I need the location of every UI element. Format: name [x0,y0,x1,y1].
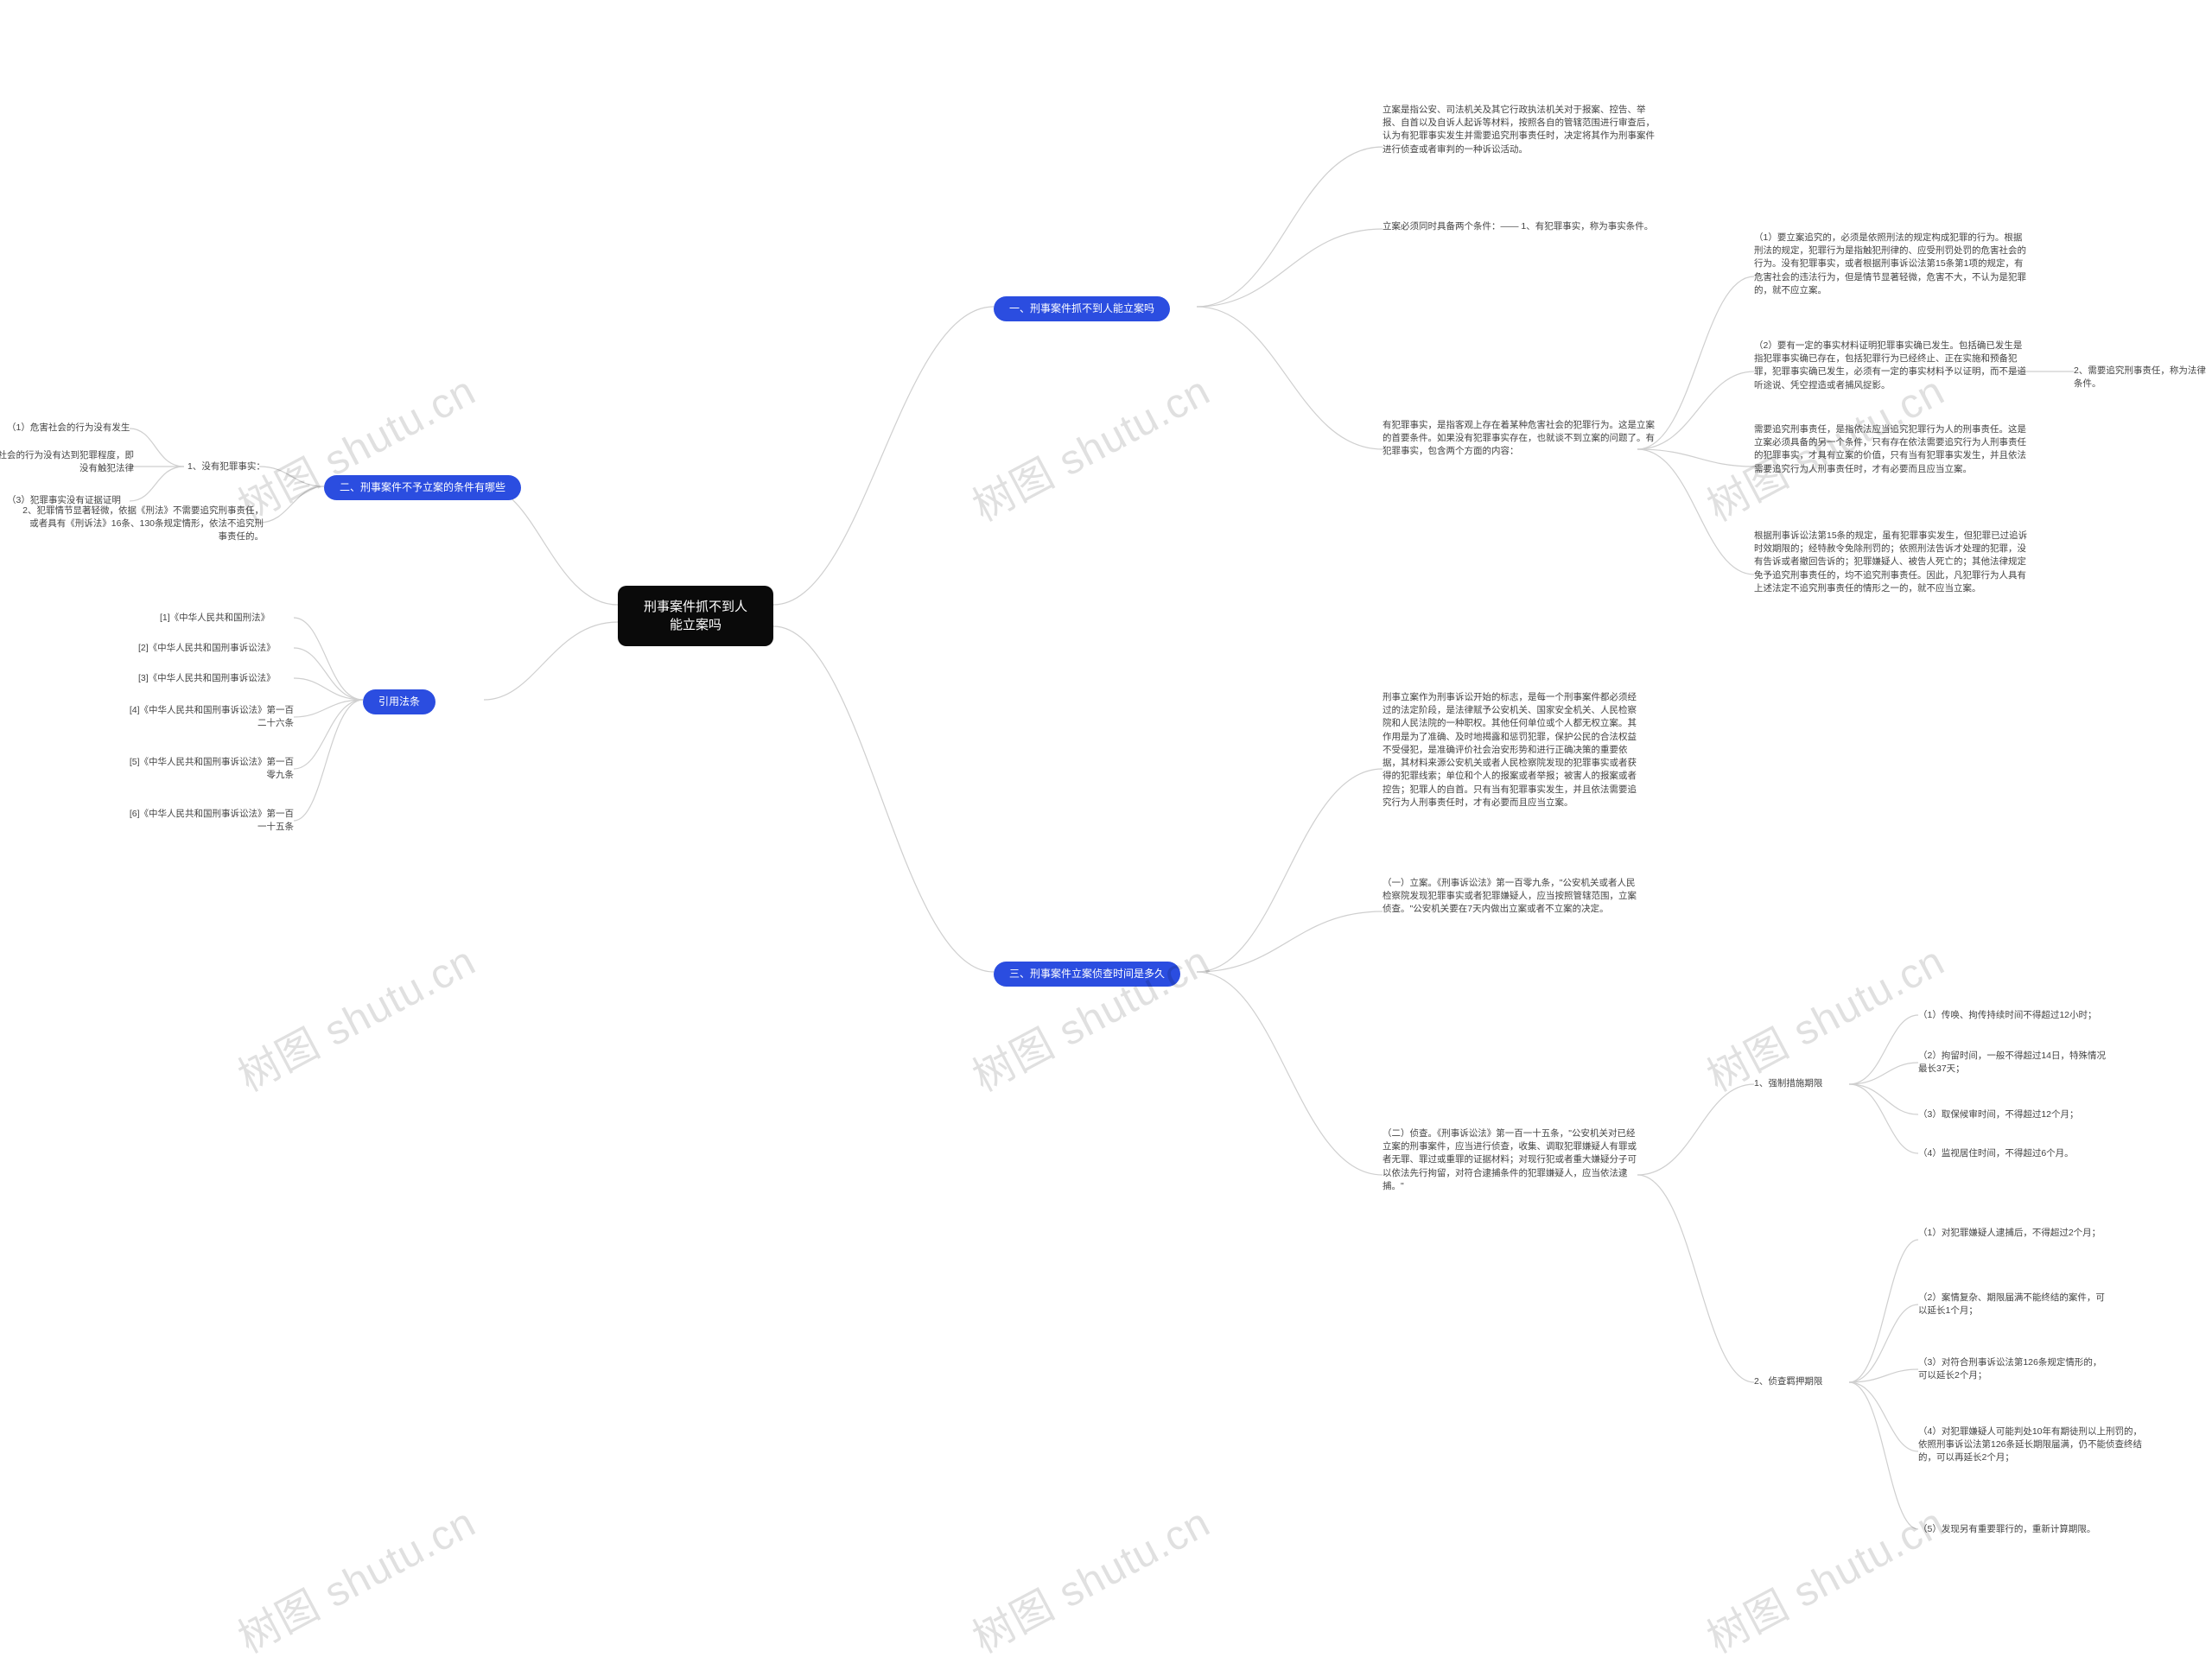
b1-n3b: （2）要有一定的事实材料证明犯罪事实确已发生。包括确已发生是指犯罪事实确已存在，… [1754,340,2031,392]
b1-n1: 立案是指公安、司法机关及其它行政执法机关对于报案、控告、举报、自首以及自诉人起诉… [1382,104,1659,156]
b3-n1: 刑事立案作为刑事诉讼开始的标志，是每一个刑事案件都必须经过的法定阶段，是法律赋予… [1382,691,1642,809]
b1-n2: 立案必须同时具备两个条件：—— 1、有犯罪事实，称为事实条件。 [1382,220,1653,233]
branch-1[interactable]: 一、刑事案件抓不到人能立案吗 [994,296,1170,321]
branch-3[interactable]: 三、刑事案件立案侦查时间是多久 [994,962,1180,987]
b4-l5: [5]《中华人民共和国刑事诉讼法》第一百零九条 [121,756,294,782]
b3-n3: （二）侦查。《刑事诉讼法》第一百一十五条，"公安机关对已经立案的刑事案件，应当进… [1382,1127,1642,1193]
watermark-text: 树图 shutu.cn [960,357,1218,532]
b3-m1c: （3）取保候审时间，不得超过12个月； [1918,1108,2079,1121]
b3-m2-title: 2、侦查羁押期限 [1754,1375,1822,1388]
watermark-text: 树图 shutu.cn [226,357,484,532]
b2-sub1: 1、没有犯罪事实： [188,460,265,473]
b2-sub2: 2、犯罪情节显著轻微，依据《刑法》不需要追究刑事责任，或者具有《刑诉法》16条、… [22,505,264,544]
b4-l2: [2]《中华人民共和国刑事诉讼法》 [138,642,276,655]
root-node[interactable]: 刑事案件抓不到人能立案吗 [618,586,773,646]
b3-m1-title: 1、强制措施期限 [1754,1077,1822,1090]
b4-l1: [1]《中华人民共和国刑法》 [160,612,270,625]
b1-n3d: 根据刑事诉讼法第15条的规定，虽有犯罪事实发生，但犯罪已过追诉时效期限的；经特赦… [1754,530,2031,595]
b4-l6: [6]《中华人民共和国刑事诉讼法》第一百一十五条 [121,808,294,834]
b2-c: （3）犯罪事实没有证据证明 [7,494,121,507]
b4-l3: [3]《中华人民共和国刑事诉讼法》 [138,672,276,685]
b3-m2e: （5）发现另有重要罪行的，重新计算期限。 [1918,1523,2095,1536]
watermark-text: 树图 shutu.cn [960,1489,1218,1664]
b3-m2b: （2）案情复杂、期限届满不能终结的案件，可以延长1个月； [1918,1292,2108,1317]
branch-2[interactable]: 二、刑事案件不予立案的条件有哪些 [324,475,521,500]
branch-4[interactable]: 引用法条 [363,689,435,714]
watermark-text: 树图 shutu.cn [1694,927,1953,1102]
b1-far: 2、需要追究刑事责任，称为法律条件。 [2074,365,2212,390]
b2-b: （2）危害社会的行为没有达到犯罪程度，即没有触犯法律 [0,449,134,475]
watermark-text: 树图 shutu.cn [1694,1489,1953,1664]
b3-m2d: （4）对犯罪嫌疑人可能判处10年有期徒刑以上刑罚的，依照刑事诉讼法第126条延长… [1918,1425,2143,1465]
b3-m1a: （1）传唤、拘传持续时间不得超过12小时； [1918,1009,2097,1022]
b3-m2a: （1）对犯罪嫌疑人逮捕后，不得超过2个月； [1918,1227,2101,1240]
b1-n3: 有犯罪事实，是指客观上存在着某种危害社会的犯罪行为。这是立案的首要条件。如果没有… [1382,419,1659,459]
watermark-text: 树图 shutu.cn [226,1489,484,1664]
b4-l4: [4]《中华人民共和国刑事诉讼法》第一百二十六条 [121,704,294,730]
b1-n3a: （1）要立案追究的，必须是依照刑法的规定构成犯罪的行为。根据刑法的规定，犯罪行为… [1754,232,2031,297]
b1-n3c: 需要追究刑事责任，是指依法应当追究犯罪行为人的刑事责任。这是立案必须具备的另一个… [1754,423,2031,476]
b3-m2c: （3）对符合刑事诉讼法第126条规定情形的，可以延长2个月； [1918,1356,2108,1382]
b3-m1d: （4）监视居住时间，不得超过6个月。 [1918,1147,2074,1160]
b3-m1b: （2）拘留时间，一般不得超过14日，特殊情况最长37天； [1918,1050,2108,1076]
b2-a: （1）危害社会的行为没有发生 [7,422,130,435]
watermark-text: 树图 shutu.cn [226,927,484,1102]
watermark-text: 树图 shutu.cn [960,927,1218,1102]
b3-n2: （一）立案。《刑事诉讼法》第一百零九条，"公安机关或者人民检察院发现犯罪事实或者… [1382,877,1642,917]
